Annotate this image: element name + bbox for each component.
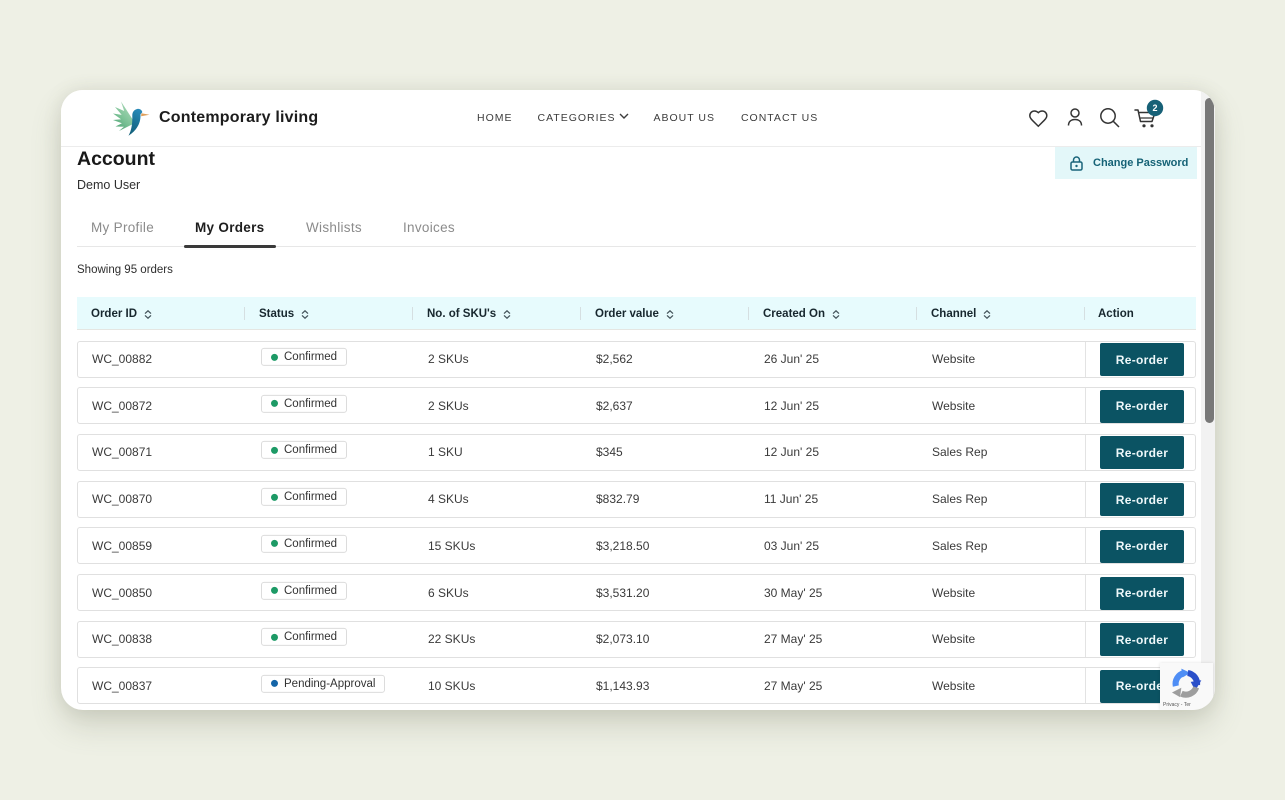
svg-text:2: 2 — [1152, 103, 1157, 113]
